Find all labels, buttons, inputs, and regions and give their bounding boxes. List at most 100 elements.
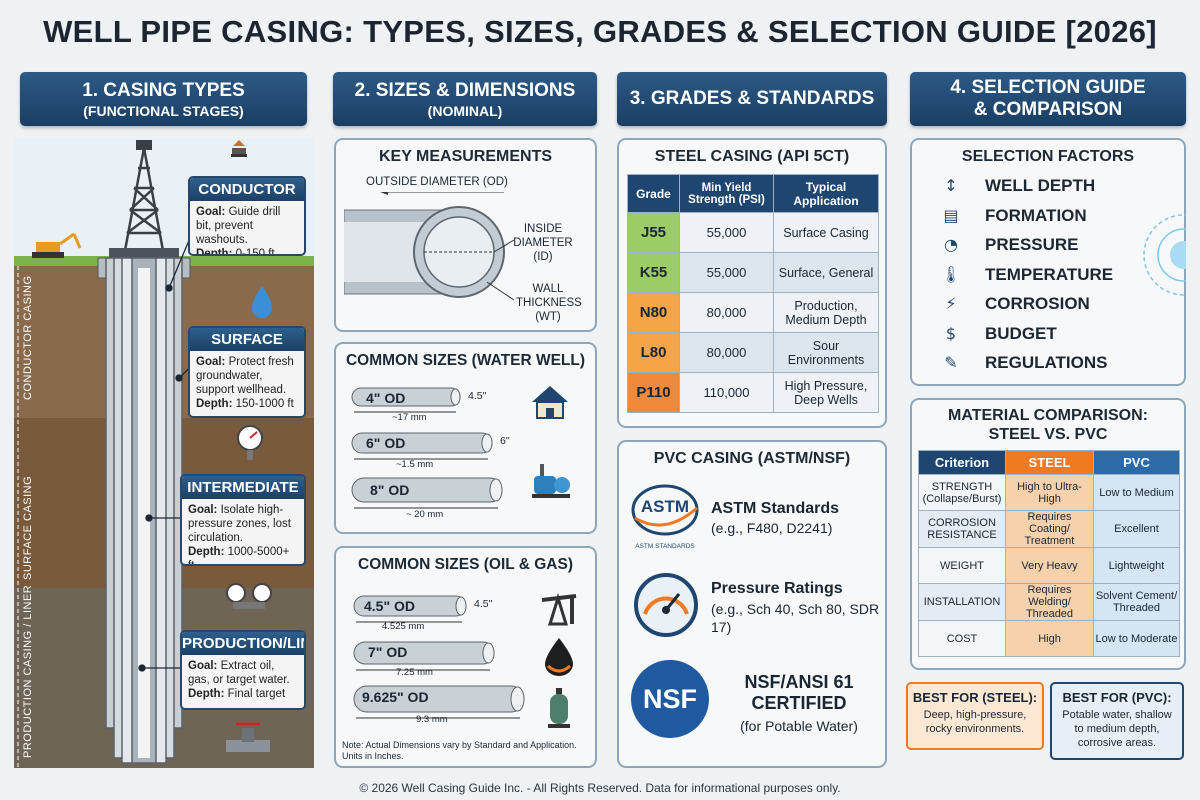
astm-title: ASTM Standards bbox=[711, 500, 840, 517]
pipe-label: 4.5" OD bbox=[364, 598, 415, 614]
astm-logo-text: ASTM bbox=[640, 497, 690, 516]
pipe-height-label: 4.5" bbox=[468, 390, 487, 402]
water-pipes-diagram bbox=[351, 387, 503, 509]
depth-label: Depth: bbox=[188, 546, 225, 558]
table-row: INSTALLATION Requires Welding/ Threaded So… bbox=[918, 583, 1180, 621]
table-row: L80 80,000 Sour Environments bbox=[627, 332, 879, 373]
selection-factor-label: TEMPERATURE bbox=[985, 264, 1114, 284]
callout-body: Goal: Protect fresh groundwater, support… bbox=[190, 351, 304, 415]
depth-label: Depth: bbox=[196, 248, 233, 256]
application-cell: High Pressure, Deep Wells bbox=[773, 372, 879, 413]
pipe-length-label: 7.25 mm bbox=[396, 667, 433, 678]
best-for-title: BEST FOR (PVC): bbox=[1062, 690, 1172, 705]
oil-drop-icon bbox=[545, 638, 573, 676]
depth-label: Depth: bbox=[196, 398, 233, 410]
selection-factor-label: BUDGET bbox=[985, 323, 1057, 343]
astm-desc: (e.g., F480, D2241) bbox=[711, 520, 833, 536]
goal-text: Guide drill bit, prevent washouts. bbox=[196, 206, 281, 246]
callout-title: SURFACE bbox=[190, 328, 304, 351]
grade-cell: N80 bbox=[627, 292, 680, 333]
criterion-cell: STRENGTH (Collapse/Burst) bbox=[918, 474, 1006, 511]
steel-cell: High bbox=[1005, 620, 1094, 657]
selection-factor-label: CORROSION bbox=[985, 294, 1090, 313]
pipe-end bbox=[450, 388, 461, 406]
criterion-cell: COST bbox=[918, 620, 1006, 657]
nsf-desc: (for Potable Water) bbox=[740, 718, 858, 734]
callout-conductor: CONDUCTOR Goal: Guide drill bit, prevent… bbox=[188, 176, 306, 256]
psi-cell: 80,000 bbox=[679, 292, 774, 333]
pipe-length-label: ~1.5 mm bbox=[396, 459, 434, 470]
pipe-label: 6" OD bbox=[366, 435, 406, 451]
table-row: K55 55,000 Surface, General bbox=[627, 252, 879, 293]
formation-layers-icon: ▤ bbox=[943, 205, 959, 225]
pipe-label: 4" OD bbox=[366, 390, 406, 406]
pvc-casing-panel: PVC CASING (ASTM/NSF) ASTM ASTM STANDARD… bbox=[617, 440, 887, 768]
column-header: Grade bbox=[627, 174, 680, 213]
panel-title: MATERIAL COMPARISON: STEEL VS. PVC bbox=[912, 406, 1184, 444]
panel-title: STEEL CASING (API 5CT) bbox=[654, 148, 850, 165]
pipe-end bbox=[481, 433, 493, 453]
callout-title: CONDUCTOR bbox=[190, 178, 304, 201]
pump-icon bbox=[532, 464, 570, 498]
goal-label: Goal: bbox=[188, 660, 218, 672]
criterion-cell: WEIGHT bbox=[918, 547, 1006, 584]
pipe-length-label: ~17 mm bbox=[392, 412, 427, 423]
tech-globe-icon bbox=[1143, 214, 1186, 296]
application-cell: Surface, General bbox=[773, 252, 879, 293]
panel-title: COMMON SIZES (WATER WELL) bbox=[345, 352, 586, 369]
depth-ruler-icon: ↕ bbox=[944, 176, 958, 195]
panel-title-line1: MATERIAL COMPARISON: bbox=[948, 407, 1148, 424]
selection-factor-label: WELL DEPTH bbox=[985, 176, 1096, 195]
steel-cell: Requires Welding/ Threaded bbox=[1005, 583, 1094, 621]
pipe-length-label: 9.3 mm bbox=[416, 714, 448, 725]
goal-text: Extract oil, gas, or target water. bbox=[188, 660, 290, 686]
psi-cell: 110,000 bbox=[679, 372, 774, 413]
pipe-label: 9.625" OD bbox=[362, 689, 429, 705]
house-icon bbox=[532, 386, 568, 419]
wt-label: WALL THICKNESS (WT) bbox=[516, 283, 582, 323]
goal-text: Protect fresh groundwater, support wellh… bbox=[196, 356, 294, 396]
steel-casing-panel: STEEL CASING (API 5CT) Grade Min Yield S… bbox=[617, 138, 887, 428]
key-measurements-panel: KEY MEASUREMENTS OUTSIDE DIAMETER (OD) I… bbox=[334, 138, 597, 332]
best-for-pvc-box: BEST FOR (PVC): Potable water, shallow t… bbox=[1050, 682, 1184, 760]
budget-icon: $ bbox=[945, 323, 957, 343]
psi-cell: 55,000 bbox=[679, 252, 774, 293]
application-cell: Sour Environments bbox=[773, 332, 879, 373]
section-header-line1: 2. SIZES & DIMENSIONS bbox=[354, 79, 576, 101]
pvc-cell: Excellent bbox=[1093, 510, 1180, 548]
best-for-title: BEST FOR (STEEL): bbox=[912, 690, 1038, 705]
footer-text: © 2026 Well Casing Guide Inc. - All Righ… bbox=[359, 781, 841, 795]
panel-title: COMMON SIZES (OIL & GAS) bbox=[358, 556, 573, 573]
callout-body: Goal: Extract oil, gas, or target water.… bbox=[182, 655, 304, 705]
pipe-cross-section-diagram bbox=[344, 192, 515, 301]
pipe-length-label: 4.525 mm bbox=[382, 621, 425, 632]
callout-title: PRODUCTION/LINER bbox=[182, 632, 304, 655]
column-header: STEEL bbox=[1005, 450, 1094, 475]
section-header-casing-types: 1. CASING TYPES (FUNCTIONAL STAGES) bbox=[20, 72, 307, 126]
section-header-sizes: 2. SIZES & DIMENSIONS (NOMINAL) bbox=[333, 72, 597, 126]
panel-title: KEY MEASUREMENTS bbox=[378, 148, 553, 165]
best-for-steel-box: BEST FOR (STEEL): Deep, high-pressure, r… bbox=[906, 682, 1044, 750]
depth-text: 1000-5000+ ft bbox=[188, 546, 290, 566]
well-cross-section: CONDUCTOR CASING SURFACE CASING PRODUCTI… bbox=[14, 138, 314, 768]
water-well-sizes-panel: COMMON SIZES (WATER WELL) 4" OD 4.5" ~17… bbox=[334, 342, 597, 534]
callout-body: Goal: Guide drill bit, prevent washouts.… bbox=[190, 201, 304, 256]
table-header-row: Criterion STEEL PVC bbox=[918, 450, 1180, 475]
panel-title: SELECTION FACTORS bbox=[961, 148, 1135, 165]
application-cell: Production, Medium Depth bbox=[773, 292, 879, 333]
regulations-icon: ✎ bbox=[944, 353, 958, 372]
column-header: Min Yield Strength (PSI) bbox=[679, 174, 774, 213]
section-header-line2: (FUNCTIONAL STAGES) bbox=[83, 102, 244, 119]
selection-factors-panel: SELECTION FACTORS bbox=[910, 138, 1186, 386]
pipe-end bbox=[489, 478, 503, 502]
selection-factor-label: REGULATIONS bbox=[985, 353, 1108, 372]
psi-cell: 55,000 bbox=[679, 212, 774, 253]
steel-cell: High to Ultra-High bbox=[1005, 474, 1094, 511]
goal-label: Goal: bbox=[196, 356, 226, 368]
steel-cell: Very Heavy bbox=[1005, 547, 1094, 584]
pipe-end bbox=[482, 642, 495, 664]
pipe-end bbox=[455, 596, 467, 616]
thermometer-icon: 🌡 bbox=[940, 264, 962, 284]
callout-production: PRODUCTION/LINER Goal: Extract oil, gas,… bbox=[180, 630, 306, 710]
section-header-selection: 4. SELECTION GUIDE & COMPARISON bbox=[910, 72, 1186, 126]
